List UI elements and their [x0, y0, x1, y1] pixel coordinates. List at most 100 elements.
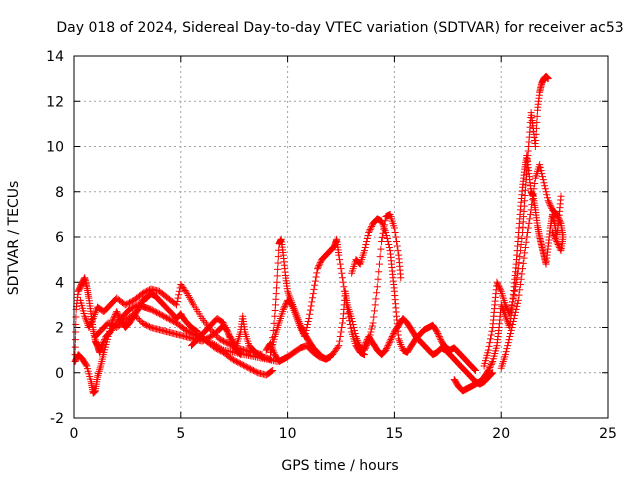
x-tick-label: 15: [385, 426, 403, 442]
data-point-marker: [521, 244, 529, 252]
data-point-marker: [533, 112, 541, 120]
data-point-marker: [337, 328, 345, 336]
data-point-marker: [389, 331, 397, 339]
data-point-marker: [364, 231, 372, 239]
data-point-marker: [436, 334, 444, 342]
data-point-marker: [134, 314, 142, 322]
data-point-marker: [541, 182, 549, 190]
data-point-marker: [335, 251, 343, 259]
data-point-marker: [551, 233, 559, 241]
y-tick-label: 4: [55, 275, 64, 291]
data-point-marker: [107, 320, 115, 328]
data-point-marker: [385, 339, 393, 347]
data-point-marker: [494, 281, 502, 289]
data-point-marker: [153, 308, 161, 316]
series-e: [187, 312, 275, 363]
data-point-marker: [237, 360, 245, 368]
data-point-marker: [96, 366, 104, 374]
data-point-marker: [127, 305, 135, 313]
data-point-marker: [509, 320, 517, 328]
data-point-marker: [368, 222, 376, 230]
data-point-marker: [514, 269, 522, 277]
data-point-marker: [245, 364, 253, 372]
data-point-marker: [304, 317, 312, 325]
data-point-marker: [506, 307, 514, 315]
data-point-marker: [471, 366, 479, 374]
data-point-marker: [544, 75, 552, 83]
data-point-marker: [174, 294, 182, 302]
data-point-marker: [543, 194, 551, 202]
data-point-marker: [486, 363, 494, 371]
data-point-marker: [151, 308, 159, 316]
data-point-marker: [220, 337, 228, 345]
data-point-marker: [543, 191, 551, 199]
y-tick-label: 8: [55, 185, 64, 201]
data-point-marker: [232, 357, 240, 365]
data-point-marker: [316, 260, 324, 268]
data-point-marker: [393, 242, 401, 250]
data-point-marker: [361, 340, 369, 348]
data-point-marker: [141, 320, 149, 328]
data-point-marker: [516, 281, 524, 289]
data-point-marker: [157, 311, 165, 319]
data-point-marker: [309, 294, 317, 302]
data-point-marker: [472, 366, 480, 374]
y-tick-label: 0: [55, 366, 64, 382]
data-point-marker: [173, 301, 181, 309]
data-point-marker: [138, 290, 146, 298]
data-point-marker: [229, 356, 237, 364]
data-point-marker: [488, 327, 496, 335]
data-point-marker: [516, 286, 524, 294]
data-point-marker: [134, 305, 142, 313]
data-point-marker: [433, 328, 441, 336]
data-point-marker: [360, 247, 368, 255]
data-point-marker: [304, 320, 312, 328]
data-point-marker: [200, 336, 208, 344]
data-point-marker: [434, 330, 442, 338]
data-point-marker: [222, 339, 230, 347]
data-point-marker: [523, 233, 531, 241]
data-point-marker: [520, 254, 528, 262]
data-point-marker: [338, 324, 346, 331]
data-point-marker: [507, 327, 515, 335]
data-point-marker: [383, 231, 391, 239]
data-point-marker: [508, 301, 516, 309]
data-point-marker: [553, 212, 561, 220]
data-point-marker: [511, 287, 519, 295]
data-point-marker: [551, 235, 559, 243]
data-point-marker: [161, 313, 169, 321]
data-point-marker: [515, 291, 523, 299]
x-tick-label: 0: [70, 426, 79, 442]
data-point-marker: [493, 278, 501, 286]
data-point-marker: [552, 236, 560, 244]
data-point-marker: [538, 170, 546, 178]
data-point-marker: [538, 173, 546, 181]
data-point-marker: [123, 300, 131, 308]
data-point-marker: [513, 274, 521, 282]
data-point-marker: [515, 259, 523, 267]
data-point-marker: [144, 287, 152, 295]
data-point-marker: [495, 283, 503, 291]
data-point-marker: [532, 130, 540, 138]
data-point-marker: [307, 302, 315, 310]
data-point-marker: [281, 301, 289, 309]
data-point-marker: [273, 278, 281, 286]
data-point-marker: [376, 253, 384, 261]
data-point-marker: [109, 315, 117, 323]
data-point-marker: [274, 253, 282, 261]
data-point-marker: [252, 368, 260, 376]
data-point-marker: [309, 290, 317, 298]
data-point-marker: [269, 327, 277, 335]
data-point-marker: [351, 330, 359, 338]
data-point-marker: [351, 327, 359, 335]
data-point-marker: [155, 310, 163, 318]
data-point-marker: [314, 265, 322, 273]
data-point-marker: [504, 342, 512, 350]
data-point-marker: [531, 179, 539, 187]
data-point-marker: [148, 306, 156, 314]
data-point-marker: [528, 201, 536, 209]
data-point-marker: [128, 304, 136, 312]
data-point-marker: [542, 188, 550, 196]
data-point-marker: [163, 314, 171, 322]
data-point-marker: [505, 308, 513, 316]
